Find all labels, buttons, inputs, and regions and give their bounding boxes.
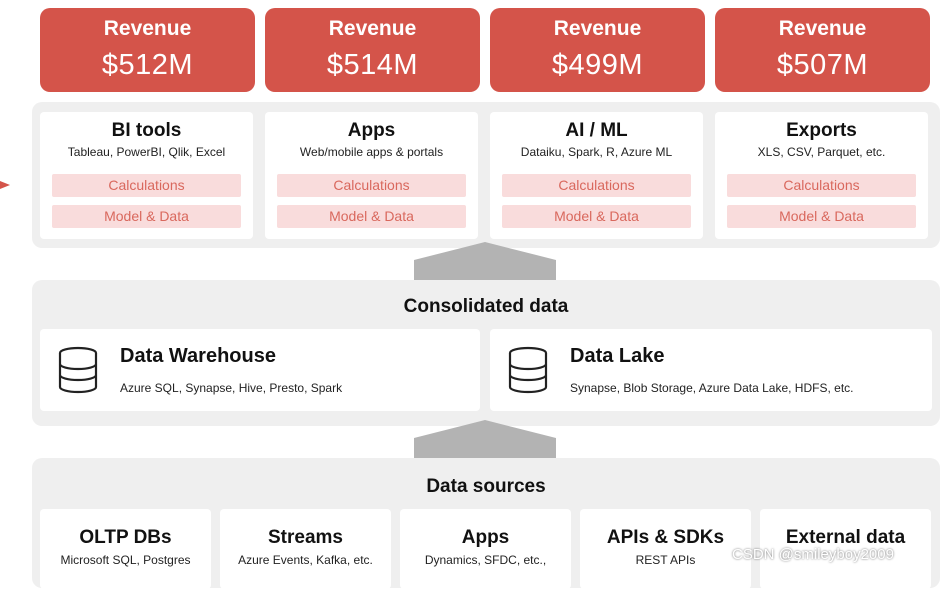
- model-data-pill: Model & Data: [52, 205, 241, 228]
- store-subtitle: Azure SQL, Synapse, Hive, Presto, Spark: [120, 381, 343, 395]
- revenue-card: Revenue $514M: [265, 8, 480, 92]
- source-subtitle: Dynamics, SFDC, etc.,: [424, 553, 547, 567]
- tool-card-ai-ml: AI / ML Dataiku, Spark, R, Azure ML Calc…: [490, 112, 703, 239]
- tool-title: Exports: [786, 120, 857, 141]
- revenue-value: $512M: [101, 49, 194, 81]
- left-pointer-arrow-icon: [0, 181, 10, 189]
- tool-title: BI tools: [111, 120, 182, 141]
- revenue-value: $514M: [326, 49, 419, 81]
- source-card-streams: Streams Azure Events, Kafka, etc.: [220, 509, 391, 589]
- source-title: OLTP DBs: [79, 527, 172, 548]
- section-title: Consolidated data: [403, 296, 569, 317]
- calculations-pill: Calculations: [52, 174, 241, 197]
- tool-subtitle: Web/mobile apps & portals: [299, 145, 444, 159]
- store-title: Data Lake: [570, 345, 665, 367]
- model-data-pill: Model & Data: [727, 205, 916, 228]
- tool-card-exports: Exports XLS, CSV, Parquet, etc. Calculat…: [715, 112, 928, 239]
- revenue-label: Revenue: [103, 17, 192, 40]
- section-title: Data sources: [426, 476, 546, 497]
- tool-subtitle: Dataiku, Spark, R, Azure ML: [520, 145, 673, 159]
- calculations-pill: Calculations: [277, 174, 466, 197]
- up-arrow-icon: [414, 242, 556, 280]
- calculations-pill: Calculations: [502, 174, 691, 197]
- source-card-apps: Apps Dynamics, SFDC, etc.,: [400, 509, 571, 589]
- revenue-label: Revenue: [778, 17, 867, 40]
- source-title: Apps: [461, 527, 510, 548]
- revenue-value: $499M: [551, 49, 644, 81]
- revenue-label: Revenue: [553, 17, 642, 40]
- tool-subtitle: Tableau, PowerBI, Qlik, Excel: [67, 145, 226, 159]
- database-icon: [58, 346, 98, 394]
- source-subtitle: Azure Events, Kafka, etc.: [238, 553, 373, 567]
- store-card-data-lake: Data Lake Synapse, Blob Storage, Azure D…: [490, 329, 932, 411]
- revenue-card: Revenue $499M: [490, 8, 705, 92]
- tool-title: AI / ML: [565, 120, 628, 141]
- source-title: External data: [785, 527, 906, 548]
- tool-card-apps: Apps Web/mobile apps & portals Calculati…: [265, 112, 478, 239]
- tool-subtitle: XLS, CSV, Parquet, etc.: [757, 145, 886, 159]
- tool-title: Apps: [347, 120, 396, 141]
- source-card-apis: APIs & SDKs REST APIs: [580, 509, 751, 589]
- store-subtitle: Synapse, Blob Storage, Azure Data Lake, …: [570, 381, 854, 395]
- revenue-label: Revenue: [328, 17, 417, 40]
- tool-card-bi: BI tools Tableau, PowerBI, Qlik, Excel C…: [40, 112, 253, 239]
- source-card-oltp: OLTP DBs Microsoft SQL, Postgres: [40, 509, 211, 589]
- model-data-pill: Model & Data: [502, 205, 691, 228]
- store-title: Data Warehouse: [120, 345, 276, 367]
- source-title: Streams: [268, 527, 343, 548]
- up-arrow-icon: [414, 420, 556, 458]
- watermark: CSDN @smileyboy2009: [732, 546, 894, 563]
- model-data-pill: Model & Data: [277, 205, 466, 228]
- source-subtitle: Microsoft SQL, Postgres: [60, 553, 191, 567]
- revenue-card: Revenue $507M: [715, 8, 930, 92]
- source-subtitle: REST APIs: [635, 553, 696, 567]
- revenue-card: Revenue $512M: [40, 8, 255, 92]
- calculations-pill: Calculations: [727, 174, 916, 197]
- database-icon: [508, 346, 548, 394]
- revenue-value: $507M: [776, 49, 869, 81]
- source-title: APIs & SDKs: [606, 527, 725, 548]
- store-card-data-warehouse: Data Warehouse Azure SQL, Synapse, Hive,…: [40, 329, 480, 411]
